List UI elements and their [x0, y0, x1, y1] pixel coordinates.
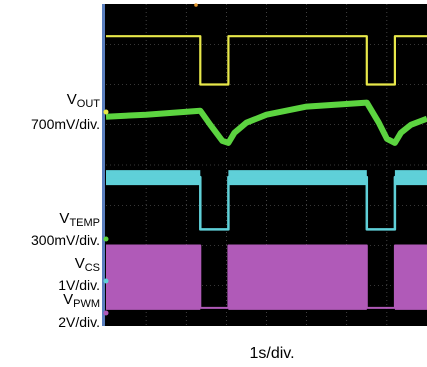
vpwm-scale: 2V/div.	[58, 314, 100, 330]
trace-layer	[105, 35, 427, 310]
vout-marker	[103, 109, 109, 115]
vout-scale: 700mV/div.	[31, 116, 100, 132]
screen-left-border	[102, 4, 105, 326]
vpwm-label: VPWM	[63, 291, 100, 310]
trigger-marker	[194, 3, 198, 7]
vtemp-label: VTEMP	[59, 210, 100, 229]
vcs-marker	[103, 278, 109, 284]
vtemp-trace	[106, 175, 427, 231]
green-trace	[105, 99, 427, 146]
vcs-scale: 1V/div.	[58, 277, 100, 293]
vout-label: VOUT	[67, 91, 101, 110]
vcs-label: VCS	[75, 255, 100, 274]
vtemp-marker	[103, 236, 109, 242]
time-scale-label: 1s/div.	[249, 345, 294, 362]
vpwm-marker	[103, 310, 109, 316]
vpwm-trace-fill	[106, 245, 427, 310]
vout-trace	[106, 35, 427, 86]
vtemp-scale: 300mV/div.	[31, 232, 100, 248]
vpwm-trace	[106, 244, 427, 309]
